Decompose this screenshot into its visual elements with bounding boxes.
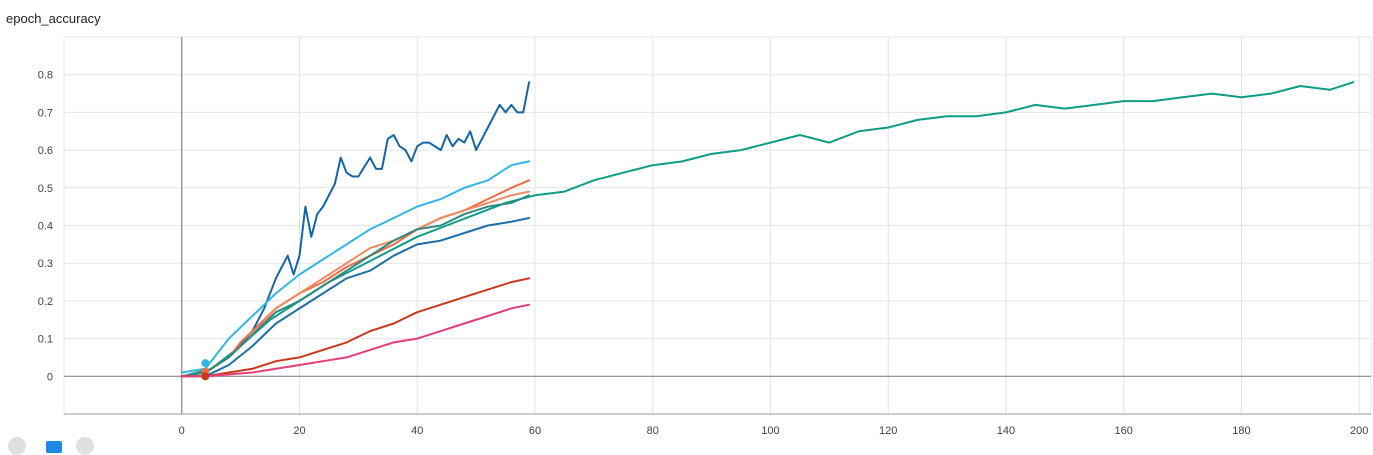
x-tick-label: 40 xyxy=(411,425,423,437)
x-tick-label: 0 xyxy=(179,425,185,437)
tick-labels: 0 20 40 60 80 100 120 140 160 180 200 0 0.1 0.2 0.3 0.4… xyxy=(38,70,1369,437)
series-lines xyxy=(180,81,1355,378)
x-tick-label: 120 xyxy=(879,425,897,437)
series-line-3 xyxy=(180,160,531,374)
series-line-6 xyxy=(180,194,531,378)
start-markers xyxy=(201,359,210,381)
x-tick-label: 180 xyxy=(1232,425,1250,437)
x-tick-label: 60 xyxy=(529,425,541,437)
x-tick-label: 100 xyxy=(761,425,779,437)
y-tick-label: 0.1 xyxy=(38,334,53,346)
x-tick-label: 200 xyxy=(1350,425,1368,437)
series-line-9 xyxy=(180,303,531,378)
x-tick-label: 160 xyxy=(1115,425,1133,437)
y-tick-label: 0.7 xyxy=(38,107,53,119)
fit-domain-button[interactable] xyxy=(76,437,94,455)
y-tick-label: 0.8 xyxy=(38,70,53,82)
series-line-2 xyxy=(180,81,531,378)
x-tick-label: 20 xyxy=(293,425,305,437)
chart-title: epoch_accuracy xyxy=(6,11,101,26)
toggle-log-scale-button[interactable] xyxy=(8,437,26,455)
y-tick-label: 0.4 xyxy=(38,221,53,233)
series-line-7 xyxy=(180,217,531,378)
x-tick-label: 140 xyxy=(997,425,1015,437)
y-tick-label: 0 xyxy=(47,371,53,383)
series-line-4 xyxy=(180,179,531,378)
series-line-5 xyxy=(180,190,531,378)
y-tick-label: 0.5 xyxy=(38,183,53,195)
grid xyxy=(63,36,1372,414)
data-selection-icon[interactable] xyxy=(46,441,62,453)
y-tick-label: 0.3 xyxy=(38,258,53,270)
x-tick-label: 80 xyxy=(647,425,659,437)
y-tick-label: 0.2 xyxy=(38,296,53,308)
start-marker-3 xyxy=(201,372,210,381)
y-tick-label: 0.6 xyxy=(38,145,53,157)
series-line-8 xyxy=(180,277,531,378)
start-marker-1 xyxy=(201,359,210,368)
series-line-1 xyxy=(180,81,1355,378)
axes xyxy=(64,37,1371,415)
